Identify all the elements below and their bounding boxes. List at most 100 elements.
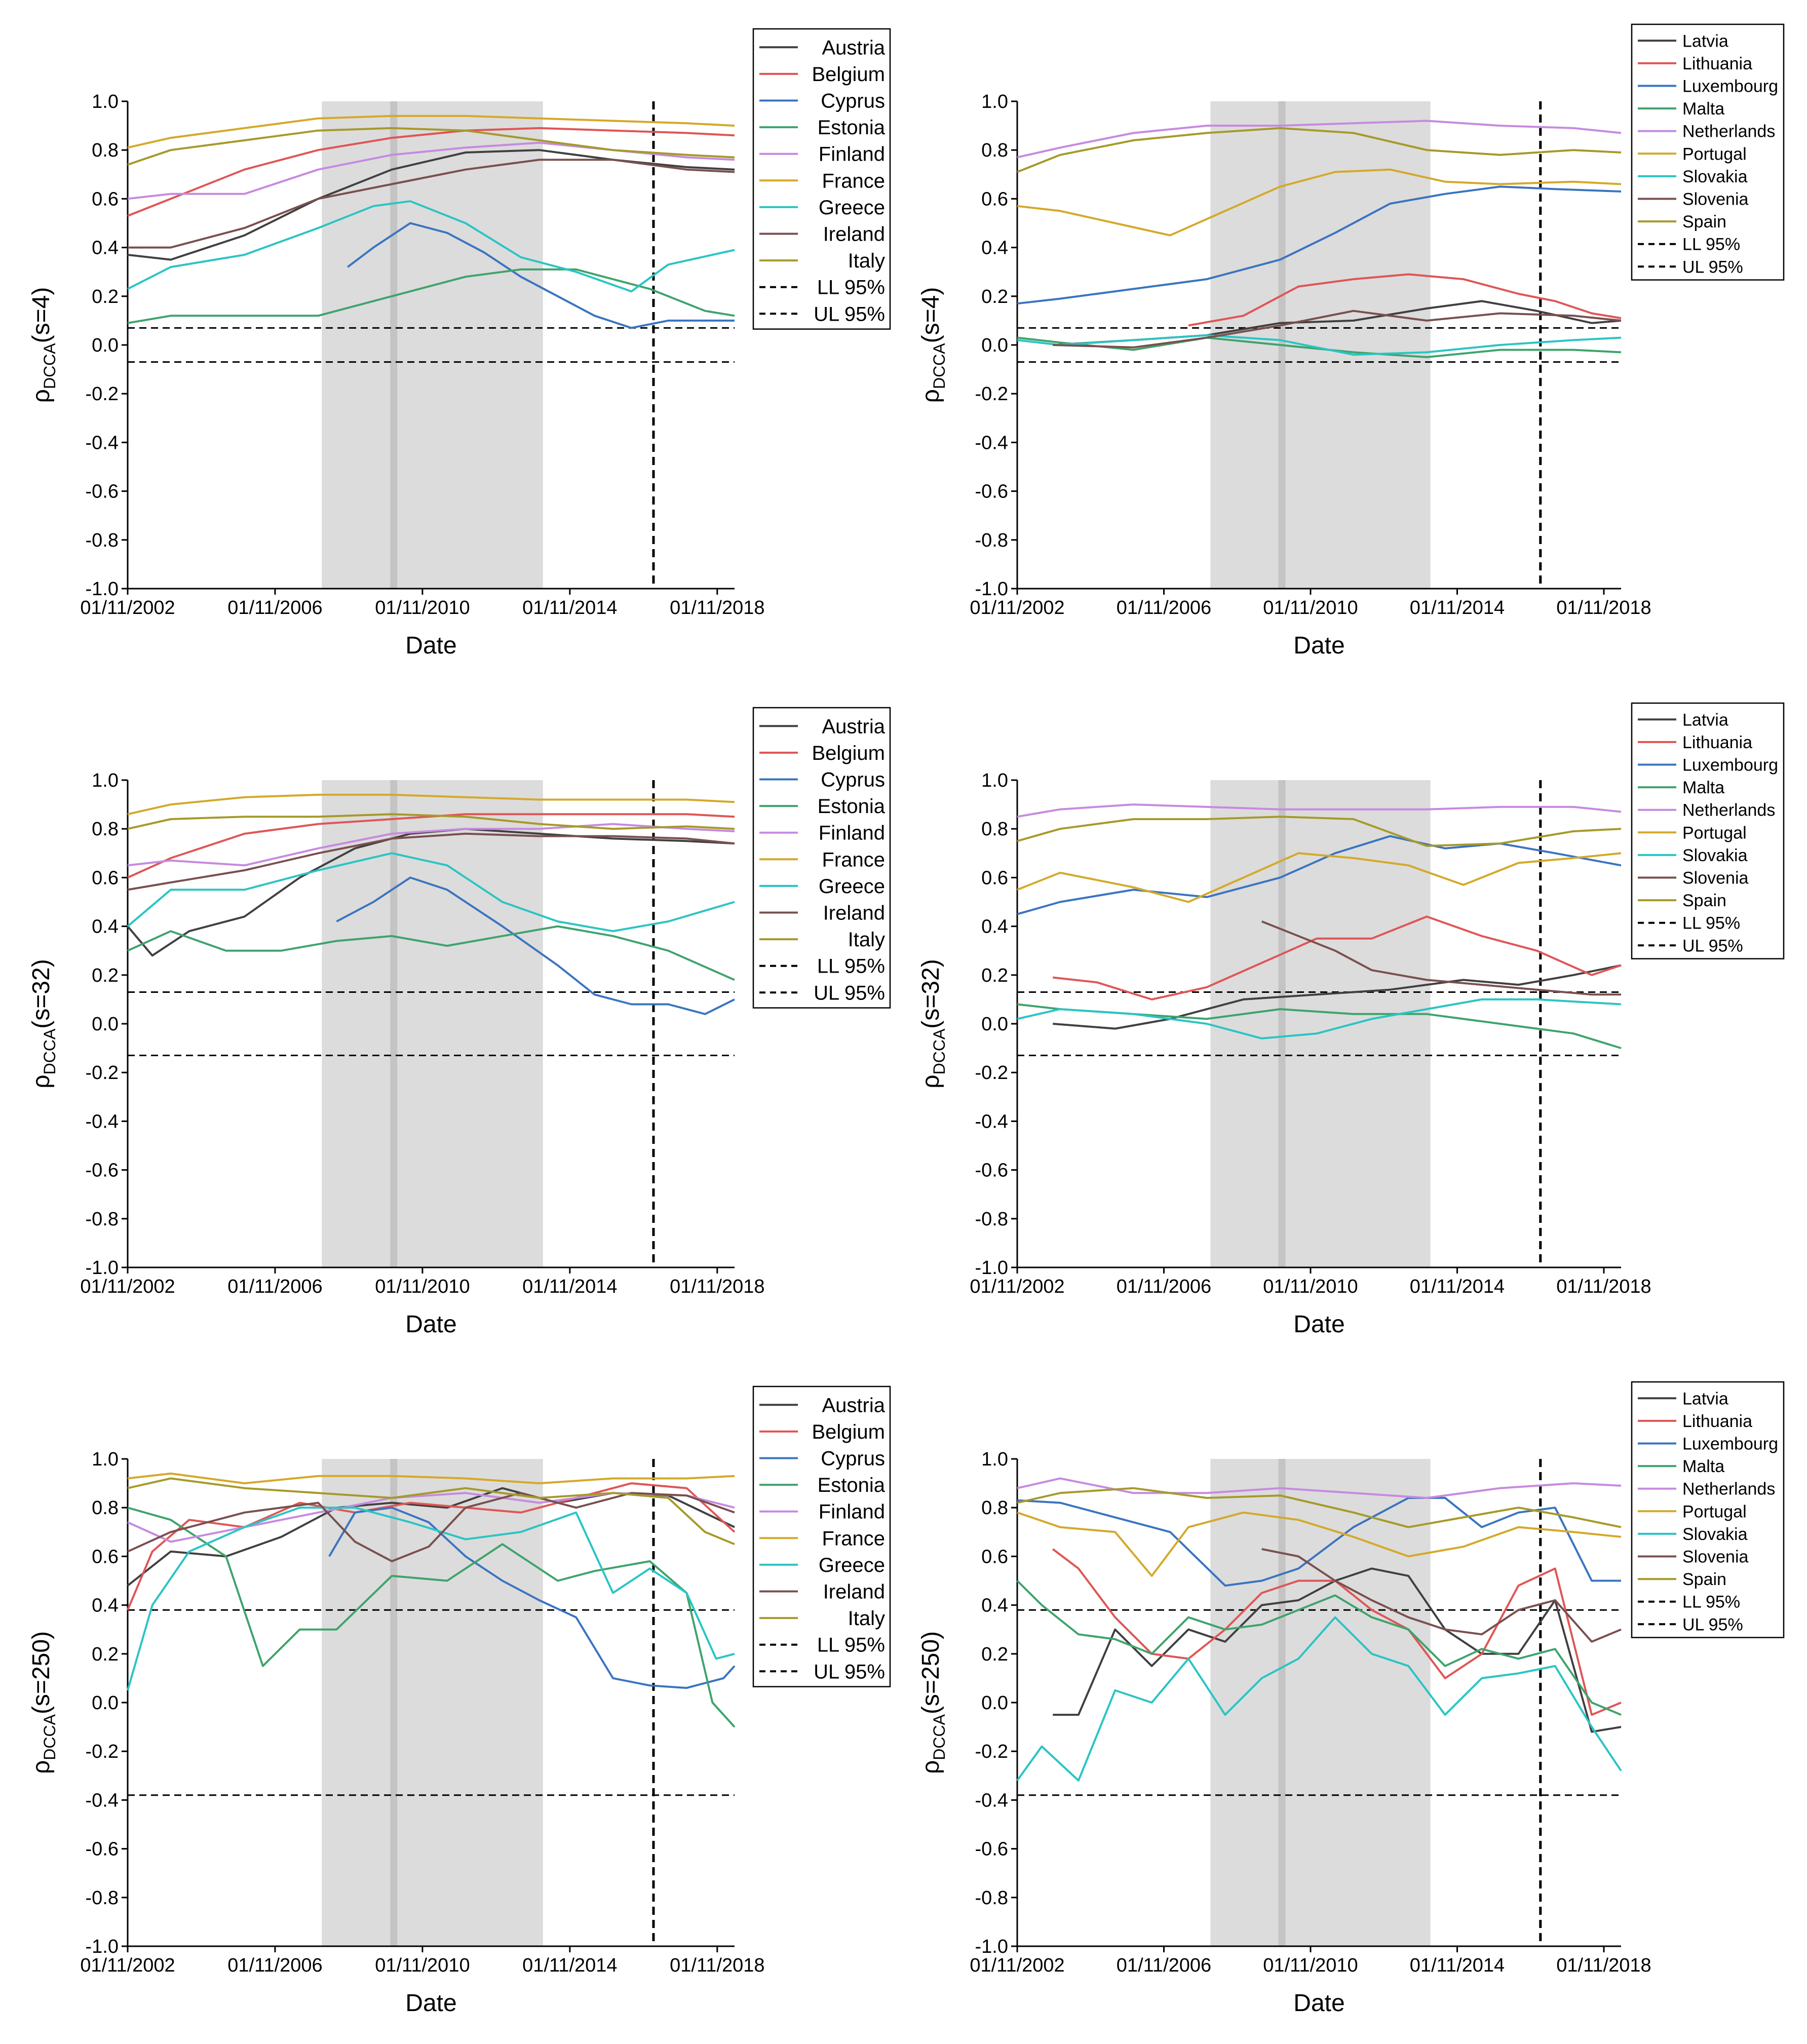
series-line-spain <box>1017 127 1622 173</box>
legend-label: Italy <box>848 1607 885 1630</box>
y-axis-title-rho: ρ <box>28 1760 55 1774</box>
y-tick-label: 0.0 <box>92 1692 119 1714</box>
legend-label: Belgium <box>812 63 885 86</box>
series-line-austria <box>127 149 735 261</box>
legend-label: Finland <box>819 143 885 166</box>
series-line-slovakia <box>1016 1616 1622 1782</box>
legend-box <box>752 707 891 1009</box>
x-tick-label: 01/11/2010 <box>1263 597 1358 619</box>
legend-label: Slovenia <box>1682 1548 1749 1567</box>
series-line-finland <box>127 141 735 200</box>
y-tick-label: 0.4 <box>92 238 119 259</box>
x-tick-label: 01/11/2006 <box>227 1955 322 1976</box>
series-line-france <box>127 1472 735 1485</box>
series-line-luxembourg <box>1017 1497 1621 1587</box>
y-axis-title-scale: (s=4) <box>917 287 944 343</box>
legend-label: Austria <box>822 36 886 59</box>
series-line-lithuania <box>1052 915 1622 1000</box>
y-tick-label: 0.2 <box>92 965 119 986</box>
y-axis-title-scale: (s=250) <box>28 1631 55 1714</box>
y-axis-title-scale: (s=250) <box>917 1631 944 1714</box>
chart-panel-s32-right: 1.00.80.60.40.20.0-0.2-0.4-0.6-0.8-1.001… <box>917 702 1785 1338</box>
y-tick-label: -0.2 <box>86 1062 119 1084</box>
y-tick-label: -0.2 <box>975 1741 1008 1762</box>
y-tick-label: 0.6 <box>92 1546 119 1567</box>
legend-box <box>1631 1381 1785 1638</box>
y-axis-title: ρDCCA(s=250) <box>28 1631 59 1774</box>
series-line-cyprus <box>347 222 735 329</box>
x-axis-title: Date <box>405 1311 456 1338</box>
series-line-portugal <box>1017 852 1622 903</box>
y-axis-title: ρDCCA(s=4) <box>917 287 948 403</box>
x-tick-label: 01/11/2014 <box>1410 597 1505 619</box>
y-tick-label: 0.6 <box>981 867 1008 889</box>
y-tick-label: -0.8 <box>86 1209 119 1230</box>
legend-box <box>752 28 891 330</box>
legend-label: Netherlands <box>1682 1480 1775 1499</box>
legend-label: Malta <box>1682 778 1724 797</box>
y-axis-title-subscript: DCCA <box>930 1028 948 1074</box>
y-tick-label: 0.2 <box>981 1644 1008 1665</box>
legend-label: Latvia <box>1682 710 1728 729</box>
legend-label: Italy <box>848 929 885 951</box>
y-tick-label: 0.4 <box>92 1595 119 1616</box>
legend-label: Cyprus <box>821 1448 885 1470</box>
x-tick-label: 01/11/2018 <box>1556 1955 1651 1976</box>
y-tick-label: 0.6 <box>981 188 1008 210</box>
legend-label: UL 95% <box>1682 257 1743 277</box>
legend-label: Latvia <box>1682 31 1728 51</box>
shaded-period <box>322 101 543 589</box>
legend-label: Malta <box>1682 1457 1724 1476</box>
legend: Austria Belgium Cyprus Estonia Finland France… <box>752 28 891 330</box>
x-tick-label: 01/11/2006 <box>1117 1955 1211 1976</box>
y-tick-label: 0.0 <box>981 1014 1008 1035</box>
series-line-slovakia <box>1017 998 1622 1039</box>
x-tick-label: 01/11/2010 <box>375 1955 470 1976</box>
series-line-estonia <box>127 925 735 981</box>
series-line-italy <box>127 813 735 830</box>
series-line-portugal <box>1017 168 1622 237</box>
x-tick-label: 01/11/2018 <box>1556 597 1651 619</box>
legend-label: Portugal <box>1682 1502 1747 1521</box>
y-tick-label: 0.0 <box>981 335 1008 356</box>
y-tick-label: 0.4 <box>981 238 1008 259</box>
y-tick-label: 0.0 <box>92 1014 119 1035</box>
legend-box <box>752 1385 891 1687</box>
y-axis-title-subscript: DCCA <box>41 1028 59 1074</box>
legend-box <box>1631 702 1785 959</box>
legend-label: Ireland <box>823 223 885 246</box>
y-tick-label: 0.6 <box>92 867 119 889</box>
y-tick-label: -0.4 <box>975 1111 1008 1132</box>
y-tick-label: 0.2 <box>92 1644 119 1665</box>
shaded-period-marker <box>390 780 398 1267</box>
y-tick-label: -0.8 <box>975 1209 1008 1230</box>
legend-label: LL 95% <box>1682 235 1740 254</box>
series-line-belgium <box>127 127 735 217</box>
legend-label: Portugal <box>1682 823 1747 842</box>
y-tick-label: -1.0 <box>975 579 1008 600</box>
legend-label: Cyprus <box>821 90 885 112</box>
y-tick-label: 0.8 <box>981 140 1008 161</box>
series-line-spain <box>1017 1487 1622 1528</box>
shaded-period-marker <box>390 1459 398 1946</box>
series-line-cyprus <box>328 1507 736 1689</box>
legend-label: Lithuania <box>1682 733 1752 752</box>
chart-panel-s4-right: 1.00.80.60.40.20.0-0.2-0.4-0.6-0.8-1.001… <box>917 23 1785 659</box>
y-tick-label: -0.4 <box>86 1790 119 1811</box>
legend-label: Finland <box>819 1501 885 1523</box>
chart-panel-s250-right: 1.00.80.60.40.20.0-0.2-0.4-0.6-0.8-1.001… <box>917 1381 1785 2017</box>
legend: Latvia Lithuania Luxembourg Malta Netherland… <box>1631 23 1785 281</box>
legend-label: Estonia <box>818 117 886 139</box>
shaded-period <box>1210 780 1431 1267</box>
y-axis-title-scale: (s=32) <box>28 959 55 1028</box>
x-tick-label: 01/11/2010 <box>1263 1276 1358 1297</box>
series-line-cyprus <box>336 876 735 1015</box>
legend-label: Estonia <box>818 1474 886 1496</box>
legend-label: Slovakia <box>1682 167 1748 186</box>
y-tick-label: 0.8 <box>92 1497 119 1519</box>
y-tick-label: 0.8 <box>981 819 1008 840</box>
series-line-italy <box>127 127 735 166</box>
y-tick-label: 0.2 <box>981 965 1008 986</box>
y-tick-label: -0.2 <box>975 383 1008 405</box>
x-tick-label: 01/11/2006 <box>1117 597 1211 619</box>
